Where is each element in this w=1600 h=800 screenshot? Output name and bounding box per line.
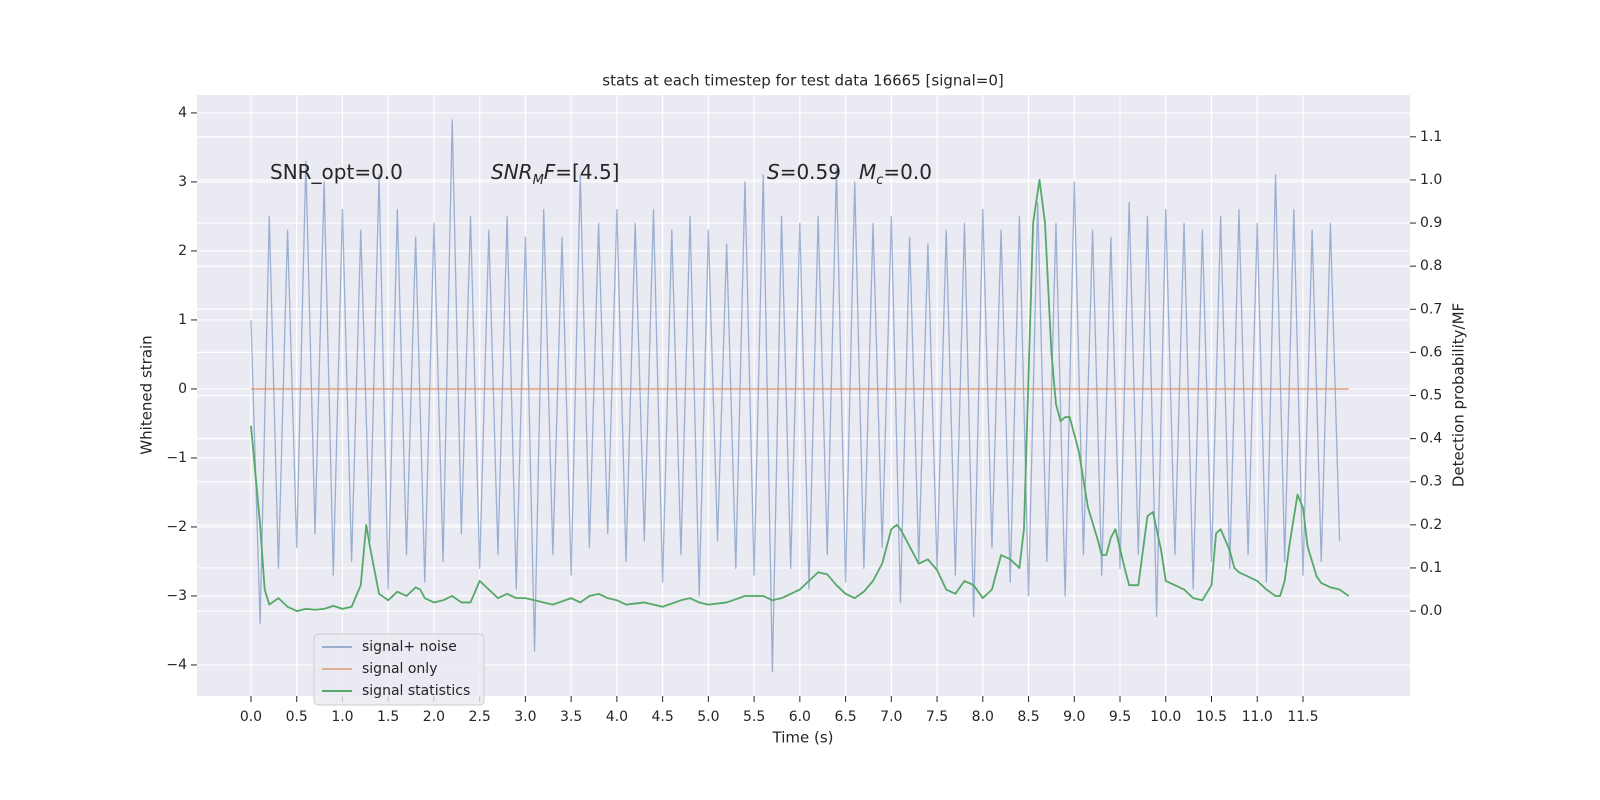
y2-tick-label: 0.6 xyxy=(1420,344,1442,360)
annotation-part: =0.0 xyxy=(883,160,932,184)
y-tick-label: −2 xyxy=(166,519,187,535)
y2-tick-label: 0.9 xyxy=(1420,215,1442,231)
y-tick-label: 1 xyxy=(178,312,187,328)
x-tick-label: 2.5 xyxy=(469,709,491,725)
annotation: SNR_opt=0.0 xyxy=(270,160,403,184)
x-tick-label: 10.5 xyxy=(1196,709,1227,725)
annotation: SNRMF=[4.5] xyxy=(491,160,619,189)
x-tick-label: 5.5 xyxy=(743,709,765,725)
y-axis-title: Whitened strain xyxy=(138,335,156,454)
y-tick-label: 4 xyxy=(178,105,187,121)
annotation-part: =[4.5] xyxy=(555,160,619,184)
annotation-part: c xyxy=(876,173,883,188)
x-tick-label: 1.0 xyxy=(331,709,353,725)
y2-tick-label: 0.2 xyxy=(1420,517,1442,533)
x-tick-label: 1.5 xyxy=(377,709,399,725)
x-tick-label: 5.0 xyxy=(697,709,719,725)
x-tick-label: 10.0 xyxy=(1150,709,1181,725)
annotation-part: SNR_opt=0.0 xyxy=(270,160,403,184)
y-tick-label: 0 xyxy=(178,381,187,397)
annotation-part: M xyxy=(533,173,544,188)
x-tick-label: 11.5 xyxy=(1287,709,1318,725)
y2-tick-label: 0.7 xyxy=(1420,301,1442,317)
y2-tick-label: 1.1 xyxy=(1420,129,1442,145)
x-tick-label: 4.5 xyxy=(651,709,673,725)
y-tick-label: −3 xyxy=(166,588,187,604)
plot-layer xyxy=(197,95,1410,696)
x-axis-title: Time (s) xyxy=(772,729,834,747)
x-tick-label: 2.0 xyxy=(423,709,445,725)
series-line xyxy=(250,119,1341,673)
legend-label: signal statistics xyxy=(362,683,470,699)
y2-tick-label: 0.4 xyxy=(1420,431,1442,447)
x-tick-label: 8.5 xyxy=(1017,709,1039,725)
annotation-part: SNR xyxy=(491,160,533,184)
x-tick-label: 7.5 xyxy=(926,709,948,725)
y2-tick-label: 0.1 xyxy=(1420,560,1442,576)
y2-tick-label: 1.0 xyxy=(1420,172,1442,188)
legend-label: signal only xyxy=(362,661,437,677)
annotation: Mc=0.0 xyxy=(859,160,932,189)
y2-tick-label: 0.5 xyxy=(1420,388,1442,404)
y2-tick-label: 0.0 xyxy=(1420,603,1442,619)
y2-axis-title: Detection probability/MF xyxy=(1450,303,1468,487)
annotation: S=0.59 xyxy=(767,160,841,184)
x-tick-label: 0.5 xyxy=(286,709,308,725)
y2-tick-label: 0.8 xyxy=(1420,258,1442,274)
annotation-part: S xyxy=(767,160,780,184)
x-tick-label: 9.5 xyxy=(1109,709,1131,725)
chart-title: stats at each timestep for test data 166… xyxy=(602,72,1003,90)
y-tick-label: 2 xyxy=(178,243,187,259)
y-tick-label: 3 xyxy=(178,174,187,190)
x-tick-label: 6.0 xyxy=(789,709,811,725)
x-tick-label: 9.0 xyxy=(1063,709,1085,725)
y-tick-label: −4 xyxy=(166,657,187,673)
legend-label: signal+ noise xyxy=(362,639,457,655)
annotation-part: M xyxy=(859,160,876,184)
annotation-part: F xyxy=(544,160,556,184)
x-tick-label: 3.0 xyxy=(514,709,536,725)
legend-box xyxy=(313,633,485,706)
x-tick-label: 6.5 xyxy=(834,709,856,725)
x-tick-label: 4.0 xyxy=(606,709,628,725)
x-tick-label: 8.0 xyxy=(972,709,994,725)
x-tick-label: 7.0 xyxy=(880,709,902,725)
series-line xyxy=(250,179,1350,612)
x-tick-label: 3.5 xyxy=(560,709,582,725)
x-tick-label: 0.0 xyxy=(240,709,262,725)
annotation-part: =0.59 xyxy=(780,160,841,184)
x-tick-label: 11.0 xyxy=(1242,709,1273,725)
y2-tick-label: 0.3 xyxy=(1420,474,1442,490)
y-tick-label: −1 xyxy=(166,450,187,466)
